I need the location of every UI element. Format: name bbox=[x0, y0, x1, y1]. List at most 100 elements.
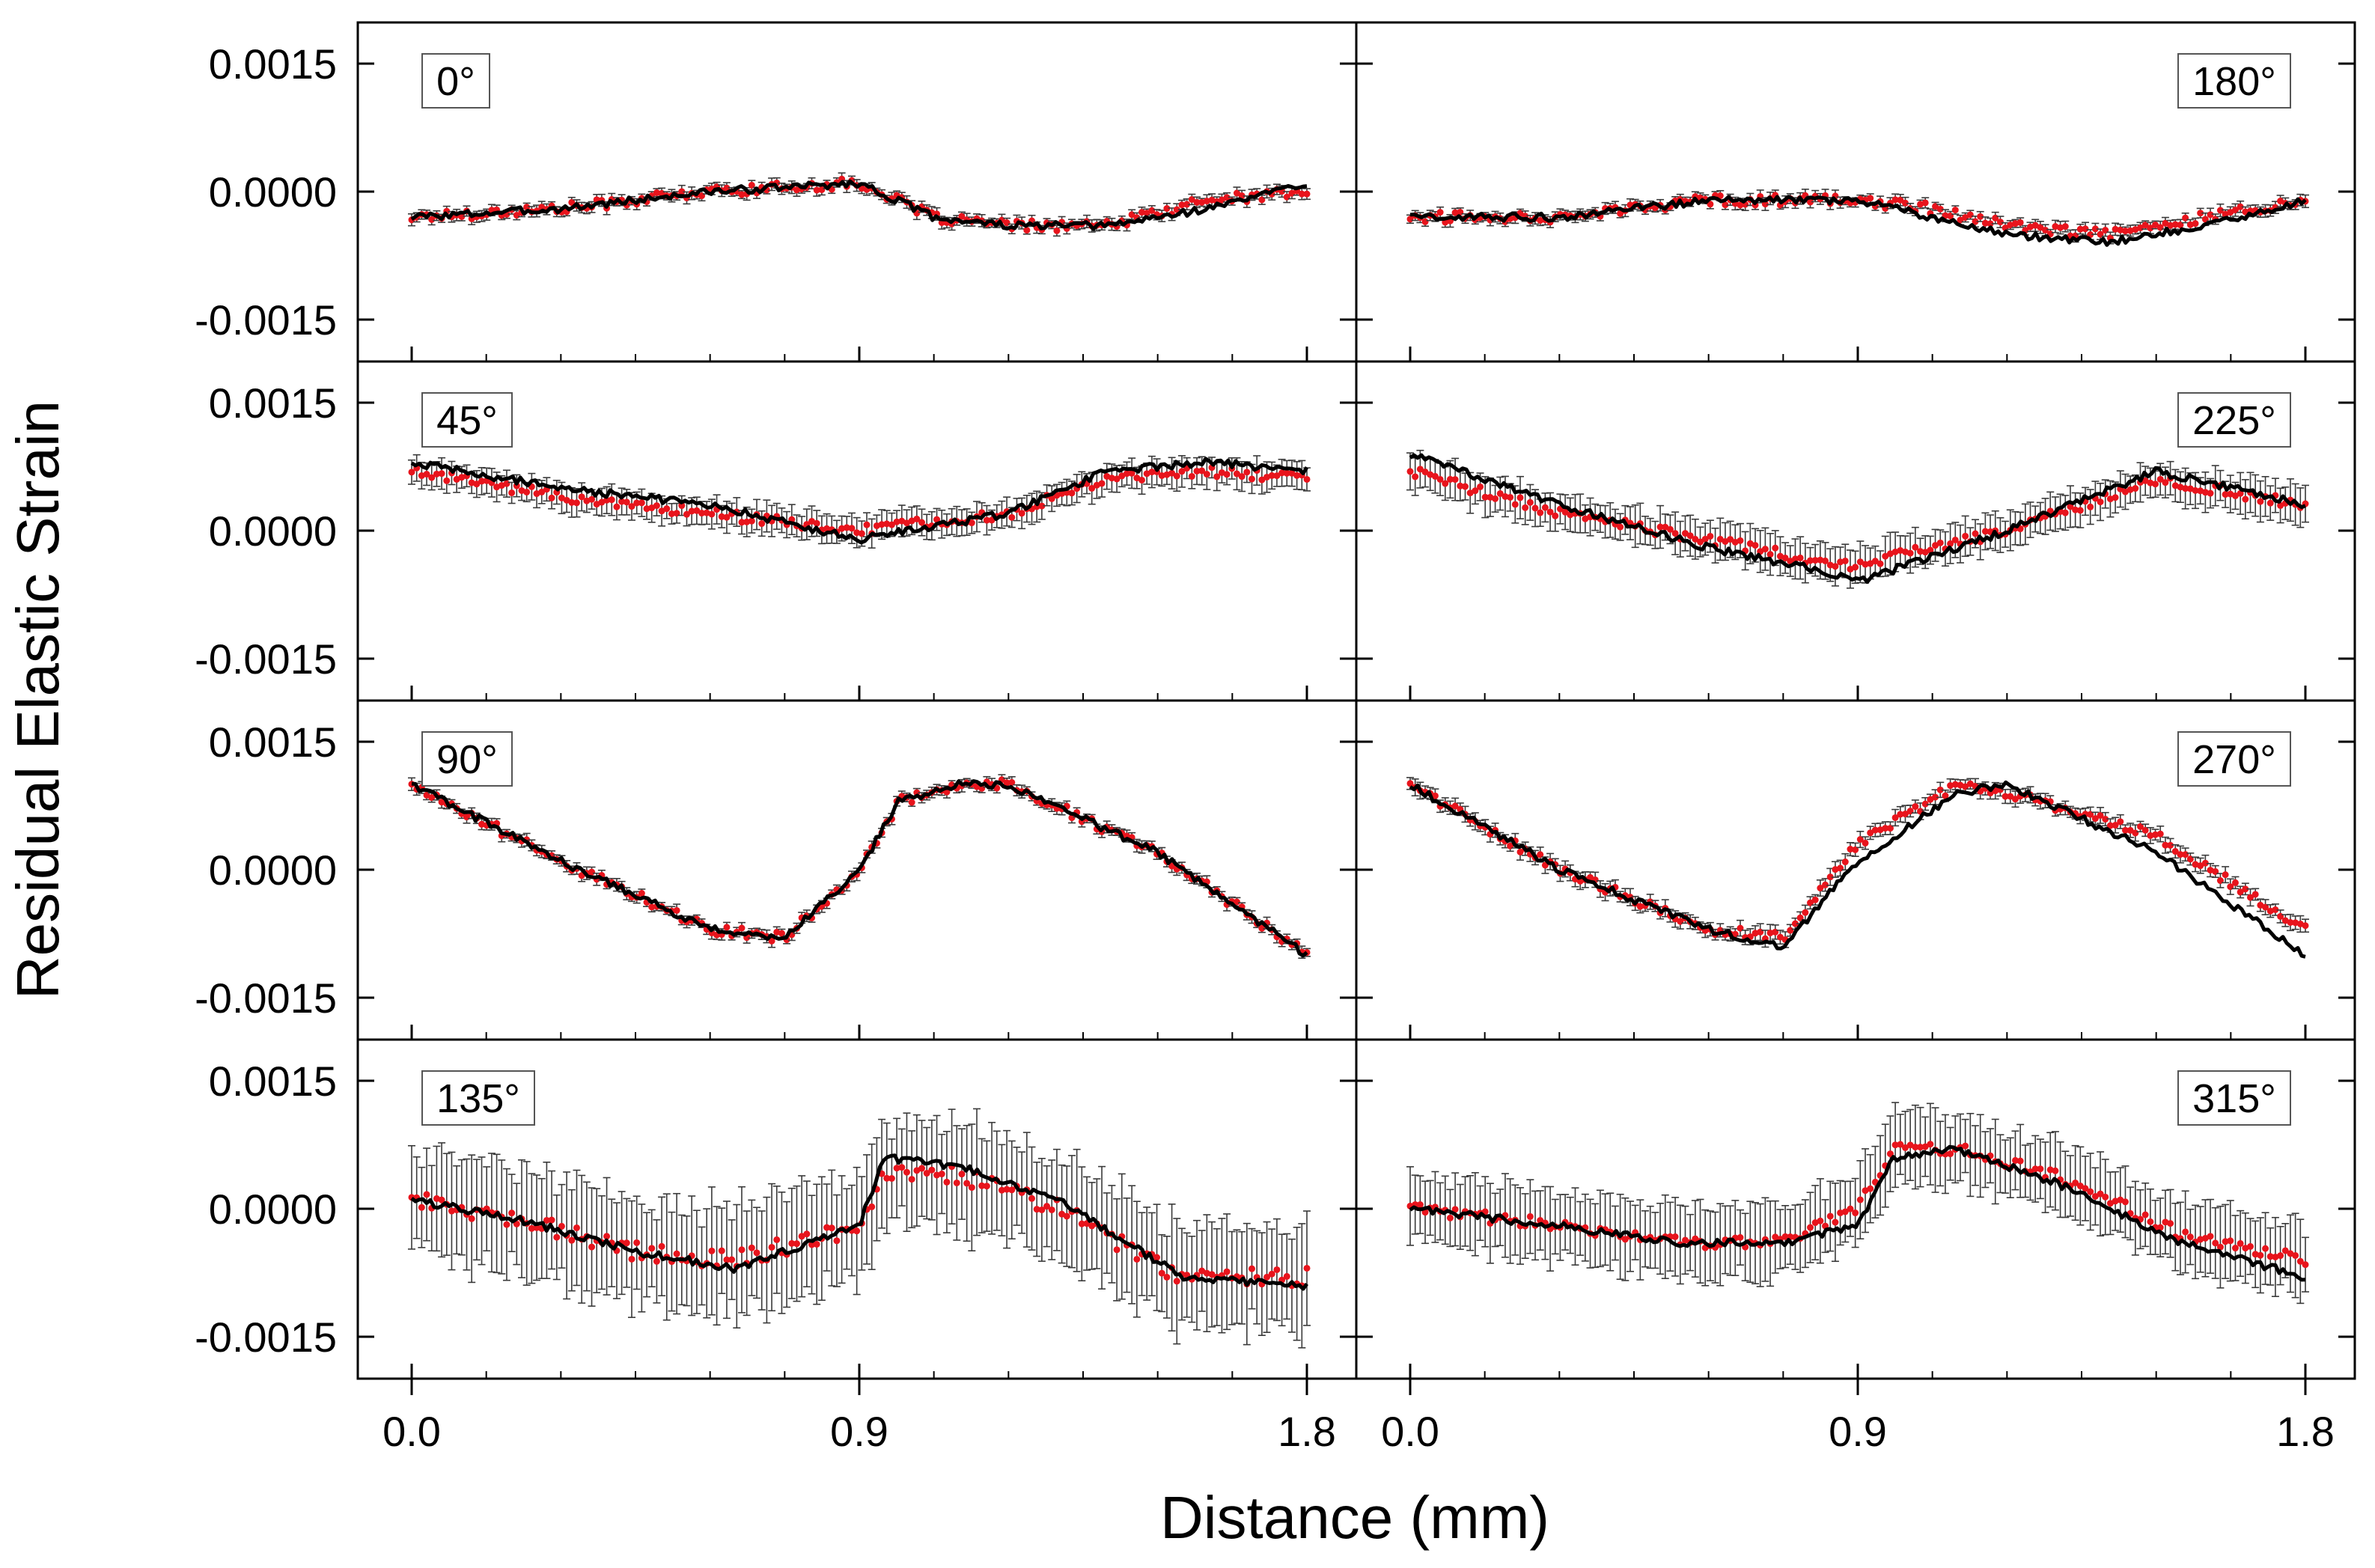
data-point bbox=[1811, 896, 1819, 903]
data-point bbox=[1008, 513, 1016, 521]
data-point bbox=[773, 1236, 781, 1243]
data-point bbox=[1451, 209, 1459, 216]
data-point bbox=[708, 1247, 716, 1254]
data-point bbox=[1876, 560, 1884, 567]
data-point bbox=[613, 503, 621, 510]
data-point bbox=[2061, 509, 2069, 516]
data-point bbox=[508, 489, 516, 496]
data-point bbox=[2117, 818, 2124, 826]
data-point bbox=[1751, 542, 1759, 549]
angle-label-box bbox=[421, 53, 490, 109]
data-point bbox=[1421, 218, 1429, 225]
data-point bbox=[933, 1171, 941, 1179]
data-point bbox=[768, 937, 775, 945]
data-point bbox=[1293, 472, 1301, 479]
data-point bbox=[588, 495, 596, 503]
data-point bbox=[828, 1224, 835, 1232]
data-point bbox=[1561, 508, 1569, 516]
data-point bbox=[2152, 481, 2159, 488]
data-point bbox=[1972, 218, 1979, 225]
angle-label: 225° bbox=[2192, 398, 2276, 443]
data-point bbox=[2197, 210, 2204, 217]
data-point bbox=[568, 1236, 576, 1244]
model-line bbox=[410, 179, 1308, 231]
data-point bbox=[1522, 504, 1529, 511]
data-point bbox=[1951, 207, 1959, 214]
data-point bbox=[983, 1183, 990, 1190]
data-point bbox=[943, 1178, 951, 1186]
data-point bbox=[1737, 537, 1744, 544]
data-point bbox=[728, 1256, 736, 1263]
data-point bbox=[893, 1165, 900, 1172]
measured-series bbox=[408, 454, 1311, 549]
data-point bbox=[1203, 198, 1210, 205]
data-point bbox=[438, 1196, 445, 1204]
data-point bbox=[2257, 498, 2264, 505]
data-point bbox=[813, 519, 820, 527]
data-point bbox=[538, 488, 546, 495]
data-point bbox=[1283, 469, 1290, 477]
data-point bbox=[2076, 507, 2084, 514]
data-point bbox=[1766, 551, 1774, 558]
data-point bbox=[2231, 207, 2239, 214]
data-point bbox=[1617, 210, 1624, 217]
angle-label: 270° bbox=[2192, 737, 2276, 782]
data-point bbox=[1058, 489, 1066, 497]
data-point bbox=[723, 1256, 731, 1263]
data-point bbox=[1912, 543, 1919, 551]
data-point bbox=[588, 1243, 596, 1251]
data-point bbox=[468, 1215, 475, 1222]
data-point bbox=[1203, 471, 1210, 478]
data-point bbox=[863, 521, 871, 528]
measured-series bbox=[1406, 449, 2309, 589]
data-point bbox=[1537, 216, 1544, 224]
data-point bbox=[1977, 213, 1984, 220]
data-point bbox=[1048, 495, 1055, 502]
data-point bbox=[918, 1165, 926, 1172]
data-point bbox=[1867, 829, 1874, 837]
data-point bbox=[2222, 871, 2229, 879]
panels-layer: 0° 180°45° 225°90° 270°135° 315° bbox=[356, 21, 2356, 1395]
data-point bbox=[2262, 903, 2269, 911]
data-point bbox=[1906, 549, 1914, 557]
data-point bbox=[648, 1245, 656, 1252]
data-point bbox=[888, 1175, 895, 1183]
data-point bbox=[813, 186, 820, 194]
data-point bbox=[1722, 201, 1729, 209]
data-point bbox=[1501, 492, 1509, 500]
data-point bbox=[2087, 503, 2094, 510]
data-point bbox=[1817, 556, 1824, 564]
data-point bbox=[2167, 841, 2174, 849]
data-point bbox=[2216, 207, 2224, 214]
data-point bbox=[1008, 778, 1016, 786]
data-point bbox=[1802, 909, 1809, 916]
data-point bbox=[1772, 544, 1779, 552]
model-line bbox=[410, 457, 1309, 545]
data-point bbox=[1023, 227, 1031, 234]
data-point bbox=[2011, 796, 2019, 803]
panel-270deg: 270° bbox=[1355, 699, 2356, 1041]
data-point bbox=[958, 1171, 966, 1178]
data-point bbox=[2177, 851, 2184, 858]
data-point bbox=[1951, 536, 1959, 543]
data-point bbox=[798, 1233, 805, 1240]
data-point bbox=[2102, 815, 2109, 823]
data-point bbox=[933, 516, 941, 523]
data-point bbox=[923, 1170, 930, 1177]
data-point bbox=[1891, 814, 1899, 821]
data-point bbox=[683, 510, 690, 518]
data-point bbox=[673, 1250, 680, 1257]
data-point bbox=[1841, 858, 1849, 866]
data-point bbox=[1188, 472, 1195, 480]
data-point bbox=[1807, 557, 1814, 564]
data-point bbox=[1636, 903, 1644, 910]
angle-label-box bbox=[421, 392, 513, 448]
data-point bbox=[1273, 472, 1281, 480]
data-point bbox=[1412, 473, 1419, 481]
data-point bbox=[2156, 475, 2164, 483]
data-point bbox=[1258, 924, 1266, 932]
data-point bbox=[1901, 199, 1909, 207]
data-point bbox=[1168, 469, 1176, 477]
data-point bbox=[1223, 194, 1231, 201]
data-point bbox=[693, 507, 701, 514]
